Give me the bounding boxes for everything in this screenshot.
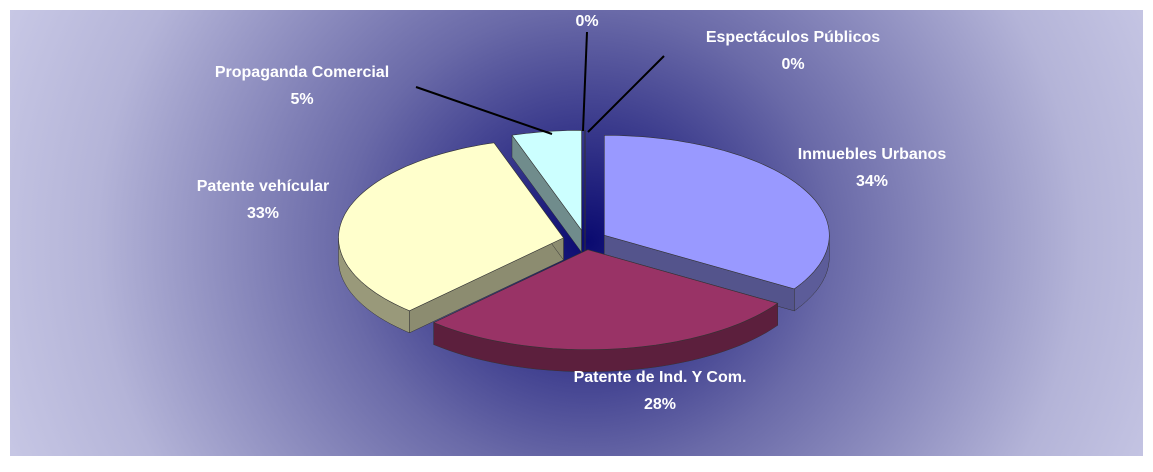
slice [338,142,564,312]
slice [432,249,779,350]
slice-value-label: 0% [575,13,598,30]
slice [604,135,830,290]
slice-label: Patente de Ind. Y Com. [574,369,747,386]
slice-value-label: 34% [856,173,888,190]
slice-label: Espectáculos Públicos [706,29,880,46]
leader-line [582,31,588,132]
slice-value-label: 28% [644,396,676,413]
slice-value-label: 5% [290,91,313,108]
leader-line [415,86,553,135]
slice-value-label: 0% [781,56,804,73]
leader-line [587,55,665,133]
slice-label: Propaganda Comercial [215,64,389,81]
slice-value-label: 33% [247,205,279,222]
pie [338,129,830,372]
slice-label: Inmuebles Urbanos [798,146,947,163]
slice-label: Patente vehícular [197,178,330,195]
